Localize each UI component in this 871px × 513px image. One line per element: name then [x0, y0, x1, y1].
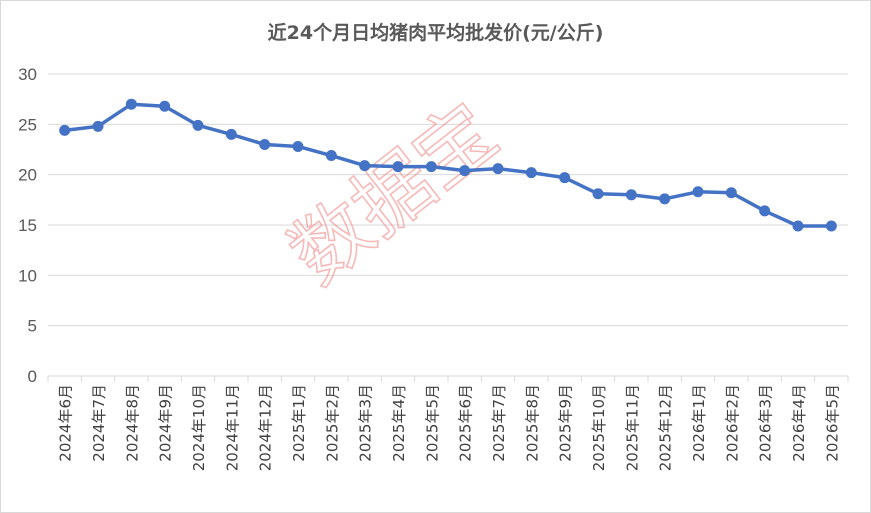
x-tick-label: 2025年2月 — [323, 384, 341, 462]
data-point — [759, 205, 771, 217]
x-tick-label: 2025年12月 — [657, 384, 675, 471]
data-point — [425, 161, 437, 173]
x-tick-label: 2026年3月 — [757, 384, 775, 462]
x-tick-label: 2025年6月 — [457, 384, 475, 462]
data-point — [459, 165, 471, 177]
data-point — [692, 186, 704, 198]
data-point — [92, 120, 104, 132]
data-point — [259, 138, 271, 150]
x-tick-label: 2024年6月 — [57, 384, 75, 462]
watermark-text: 数据宝 — [274, 87, 514, 302]
data-point — [192, 119, 204, 131]
y-tick-label: 10 — [18, 266, 37, 285]
y-tick-label: 0 — [28, 367, 37, 386]
x-tick-label: 2026年5月 — [823, 384, 841, 462]
x-tick-label: 2025年3月 — [357, 384, 375, 462]
data-point — [292, 140, 304, 152]
data-point — [359, 160, 371, 172]
data-point — [59, 124, 71, 136]
data-point — [325, 150, 337, 162]
chart-title: 近24个月日均猪肉平均批发价(元/公斤) — [267, 22, 604, 44]
x-tick-label: 2025年5月 — [423, 384, 441, 462]
data-point — [525, 167, 537, 179]
x-tick-label: 2024年10月 — [190, 384, 208, 471]
x-tick-label: 2025年10月 — [590, 384, 608, 471]
x-tick-label: 2025年4月 — [390, 384, 408, 462]
x-tick-label: 2024年12月 — [257, 384, 275, 471]
data-point — [159, 100, 171, 112]
data-point — [392, 161, 404, 173]
x-tick-label: 2024年9月 — [157, 384, 175, 462]
data-point — [225, 128, 237, 140]
x-tick-label: 2026年1月 — [690, 384, 708, 462]
y-tick-label: 20 — [18, 166, 37, 185]
y-tick-label: 5 — [28, 317, 37, 336]
data-point — [559, 172, 571, 184]
x-tick-label: 2025年8月 — [523, 384, 541, 462]
series-line — [62, 102, 834, 228]
x-tick-label: 2024年7月 — [90, 384, 108, 462]
x-tick-label: 2025年7月 — [490, 384, 508, 462]
y-tick-label: 30 — [18, 65, 37, 84]
data-point — [492, 163, 504, 175]
data-point — [792, 220, 804, 232]
data-point — [592, 188, 604, 200]
x-tick-label: 2025年9月 — [557, 384, 575, 462]
x-tick-label: 2024年8月 — [123, 384, 141, 462]
data-point — [725, 187, 737, 199]
data-point — [125, 98, 137, 110]
x-tick-label: 2026年2月 — [723, 384, 741, 462]
y-tick-label: 25 — [18, 115, 37, 134]
data-point — [659, 193, 671, 205]
x-tick-label: 2024年11月 — [223, 384, 241, 471]
x-tick-label: 2025年11月 — [623, 384, 641, 471]
x-tick-label: 2026年4月 — [790, 384, 808, 462]
y-tick-label: 15 — [18, 216, 37, 235]
data-point — [625, 189, 637, 201]
data-point — [825, 220, 837, 232]
x-tick-label: 2025年1月 — [290, 384, 308, 462]
